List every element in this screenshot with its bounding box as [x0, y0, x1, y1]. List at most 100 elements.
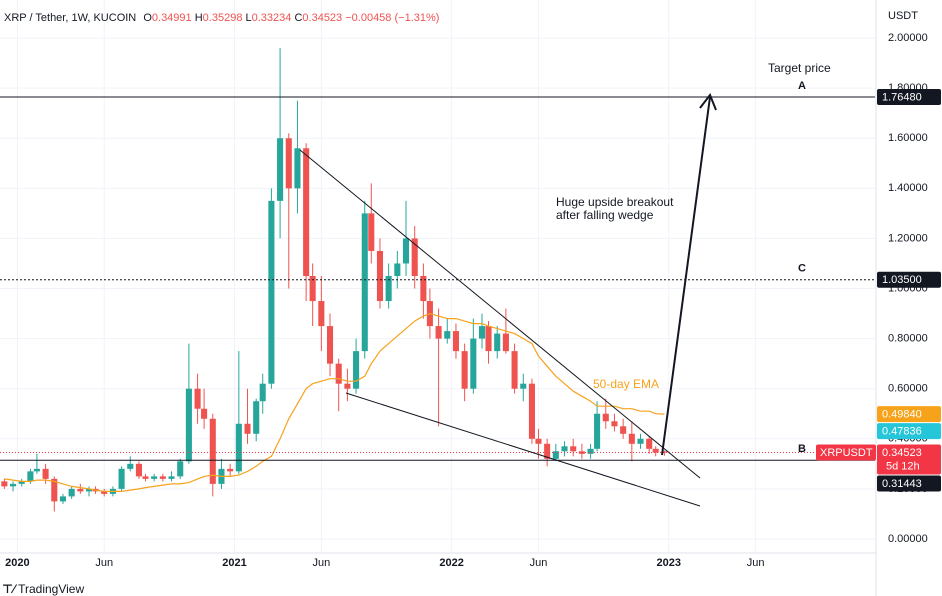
candle-body	[661, 451, 668, 453]
candle-body	[51, 478, 58, 502]
level-name: A	[798, 80, 806, 92]
x-tick-label: 2023	[656, 557, 680, 569]
symbol-tag	[816, 444, 876, 461]
change-pct: (−1.31%)	[394, 12, 439, 24]
candle-body	[18, 481, 25, 484]
candle-body	[159, 476, 166, 479]
price-tag	[877, 444, 941, 475]
candle-body	[268, 200, 275, 384]
ohlc-value: 0.34523	[302, 12, 342, 24]
ohlc-label: O	[143, 12, 152, 24]
arrow-line	[661, 96, 711, 456]
candle-body	[285, 138, 292, 189]
brand-logo: ⊤⁄	[2, 582, 18, 596]
candle-body	[402, 238, 410, 264]
candle-body	[361, 213, 368, 352]
candle-body	[253, 401, 260, 434]
candle-body	[1, 481, 8, 487]
price-tag	[877, 271, 941, 288]
x-tick-label: 2021	[222, 557, 246, 569]
candle-body	[435, 326, 442, 339]
candle-body	[544, 443, 551, 459]
candle-body	[511, 351, 518, 389]
candle-body	[570, 446, 577, 452]
candle-body	[611, 421, 618, 427]
y-tick-label: 0.00000	[888, 533, 928, 545]
candle-body	[194, 388, 201, 409]
level-name: B	[798, 443, 806, 455]
candle-body	[335, 363, 342, 384]
ema-line	[4, 312, 665, 492]
symbol-tag-label: XRPUSDT	[820, 447, 873, 459]
y-tick-label: 1.60000	[888, 132, 928, 144]
x-tick-label: Jun	[95, 557, 113, 569]
y-tick-label: 0.80000	[888, 333, 928, 345]
price-tag-label: 0.31443	[882, 478, 922, 490]
axis-unit: USDT	[888, 10, 918, 22]
y-tick-label: 0.60000	[888, 383, 928, 395]
candle-body	[227, 468, 234, 472]
price-tag	[877, 406, 941, 423]
x-tick-label: Jun	[530, 557, 548, 569]
candle-body	[33, 468, 40, 472]
candle-body	[185, 388, 192, 462]
ohlc-value: 0.35298	[203, 12, 243, 24]
candle-body	[376, 250, 384, 302]
ohlc-value: 0.33234	[252, 12, 292, 24]
candle-body	[646, 438, 653, 449]
x-tick-label: Jun	[312, 557, 330, 569]
header: XRP / Tether, 1W, KUCOIN O0.34991 H0.352…	[4, 12, 439, 24]
brand-name: TradingView	[18, 582, 84, 596]
x-tick-label: Jun	[747, 557, 765, 569]
candle-body	[578, 451, 585, 454]
price-tag-label: 0.47836	[882, 426, 922, 438]
candle-body	[201, 408, 208, 419]
candle-body	[142, 476, 149, 479]
grid	[0, 0, 875, 553]
candle-body	[385, 275, 392, 302]
ohlc-value: 0.34991	[152, 12, 192, 24]
candle-body	[394, 263, 401, 276]
candle-body	[235, 423, 242, 472]
price-tag-label: 1.76480	[882, 91, 922, 103]
candle-body	[478, 326, 486, 339]
candle-body	[535, 438, 542, 444]
y-tick-label: 1.20000	[888, 232, 928, 244]
target-text: Target price	[768, 61, 831, 75]
price-tag-label: 0.49840	[882, 409, 922, 421]
candle-body	[77, 488, 84, 492]
candle-body	[101, 491, 108, 494]
y-tick-label: 2.00000	[888, 32, 928, 44]
candle-body	[353, 351, 360, 389]
candle-body	[294, 148, 301, 189]
x-tick-label: 2020	[5, 557, 29, 569]
symbol: XRP / Tether, 1W, KUCOIN	[4, 12, 136, 24]
price-tag	[877, 88, 941, 105]
candle-body	[135, 463, 142, 477]
ohlc-label: C	[294, 12, 302, 24]
level-name: C	[798, 263, 806, 275]
candle-body	[628, 433, 635, 444]
candle-body	[344, 383, 351, 389]
candle-body	[561, 446, 568, 452]
candle-body	[552, 451, 559, 459]
candle-body	[59, 496, 67, 502]
y-tick-label: 1.40000	[888, 182, 928, 194]
candle-body	[303, 148, 310, 276]
candle-body	[85, 488, 93, 492]
candle-body	[318, 301, 325, 327]
breakout-text: Huge upside breakout	[556, 195, 674, 209]
ohlc-label: L	[246, 12, 252, 24]
candle-body	[68, 488, 75, 497]
arrow-head	[699, 92, 717, 111]
ema-label: 50-day EMA	[593, 377, 659, 391]
candle-body	[151, 476, 158, 479]
wedge-lower	[345, 392, 701, 507]
candle-body	[494, 333, 501, 352]
price-tag-label: 0.34523	[882, 447, 922, 459]
candle-body	[528, 383, 535, 439]
countdown: 5d 12h	[886, 460, 920, 472]
candle-body	[587, 448, 594, 454]
